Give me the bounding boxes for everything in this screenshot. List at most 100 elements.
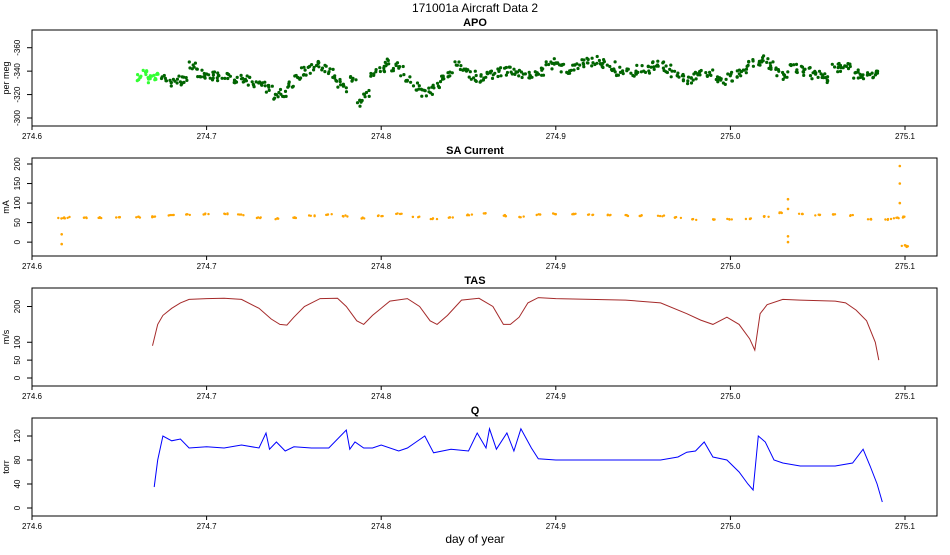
panel-title: TAS (464, 275, 485, 287)
data-point (544, 60, 548, 64)
data-point (537, 72, 541, 76)
data-point (826, 79, 830, 83)
data-point (417, 84, 421, 88)
data-point (255, 216, 259, 220)
data-point (358, 98, 362, 102)
y-tick-label: 40 (13, 479, 22, 488)
data-point (336, 85, 340, 89)
data-point (335, 79, 339, 83)
data-point (818, 213, 822, 216)
data-point (695, 218, 698, 222)
data-point (844, 64, 849, 68)
data-point (400, 212, 403, 215)
data-point (382, 69, 386, 73)
data-point (431, 217, 435, 220)
data-point (264, 90, 268, 94)
data-point (474, 79, 478, 83)
data-point (699, 68, 703, 73)
data-point (479, 73, 483, 77)
data-point (57, 216, 60, 220)
data-point (263, 80, 267, 84)
data-point (326, 213, 329, 216)
x-tick-label: 275.0 (720, 132, 741, 141)
data-point (317, 65, 321, 69)
data-point (629, 71, 633, 75)
x-tick-label: 274.8 (371, 132, 392, 141)
data-point (860, 74, 864, 78)
data-point (211, 70, 215, 74)
data-point (246, 83, 250, 87)
data-point (354, 78, 358, 82)
data-point (836, 70, 840, 74)
data-point (608, 64, 612, 69)
data-point (85, 216, 88, 219)
data-point (293, 216, 296, 220)
data-point (324, 64, 328, 68)
data-point (254, 80, 258, 84)
data-point (686, 79, 690, 83)
data-point (831, 213, 835, 216)
data-point (774, 66, 778, 70)
data-point (141, 68, 145, 72)
data-point (866, 71, 870, 75)
data-point (484, 212, 487, 215)
data-point (369, 74, 373, 78)
data-point (244, 79, 248, 83)
x-tick-label: 274.8 (371, 262, 392, 271)
data-point (211, 73, 215, 77)
data-point (252, 85, 256, 89)
data-point (642, 69, 646, 73)
data-point (159, 76, 164, 81)
data-point (386, 58, 390, 63)
data-point (572, 68, 576, 72)
y-tick-label: 120 (13, 429, 22, 443)
data-point (287, 80, 291, 84)
data-point (339, 83, 343, 87)
data-point (331, 75, 335, 79)
data-point (312, 68, 316, 72)
data-point (761, 56, 765, 60)
y-tick-label: 150 (13, 176, 22, 190)
data-point (519, 216, 522, 219)
plot-frame (31, 29, 938, 127)
data-point (216, 73, 220, 77)
data-point (450, 71, 454, 75)
data-point (744, 217, 748, 221)
data-point (817, 69, 822, 73)
data-point (552, 57, 556, 61)
panel-tas: TAS m/s 0 50 100 200 274.6 274.7 274.8 274.9 275.0… (1, 275, 938, 401)
data-point (286, 85, 290, 89)
data-point (555, 61, 559, 65)
data-point (245, 74, 249, 78)
data-point (177, 74, 181, 78)
panel-title: SA Current (446, 145, 504, 157)
data-point (656, 214, 660, 217)
data-point (342, 215, 345, 218)
data-point (273, 92, 277, 96)
data-point (306, 65, 310, 69)
data-point (875, 71, 880, 75)
data-point (747, 60, 751, 64)
data-point (523, 72, 528, 76)
data-point (338, 77, 342, 82)
data-point (669, 75, 673, 79)
chart-panels: APO per meg -300 -320 -340 -360 274.6 274.7 274.… (1, 17, 938, 531)
data-point (346, 215, 349, 218)
data-point (436, 84, 440, 88)
data-point (440, 74, 444, 78)
data-point (273, 96, 277, 100)
data-point (694, 77, 698, 81)
data-point (427, 86, 431, 90)
data-point (314, 63, 319, 68)
data-point (606, 213, 610, 216)
data-point (178, 80, 182, 84)
data-point (737, 72, 741, 76)
panel-sa-current: SA Current mA 0 50 100 150 200 274.6 274.7 274.8 2… (1, 145, 938, 271)
data-point (574, 212, 577, 215)
data-point (136, 73, 140, 77)
data-point (308, 71, 312, 75)
y-tick-label: 50 (13, 355, 22, 364)
data-point (751, 58, 755, 62)
data-point (267, 88, 271, 92)
data-point (497, 69, 501, 73)
